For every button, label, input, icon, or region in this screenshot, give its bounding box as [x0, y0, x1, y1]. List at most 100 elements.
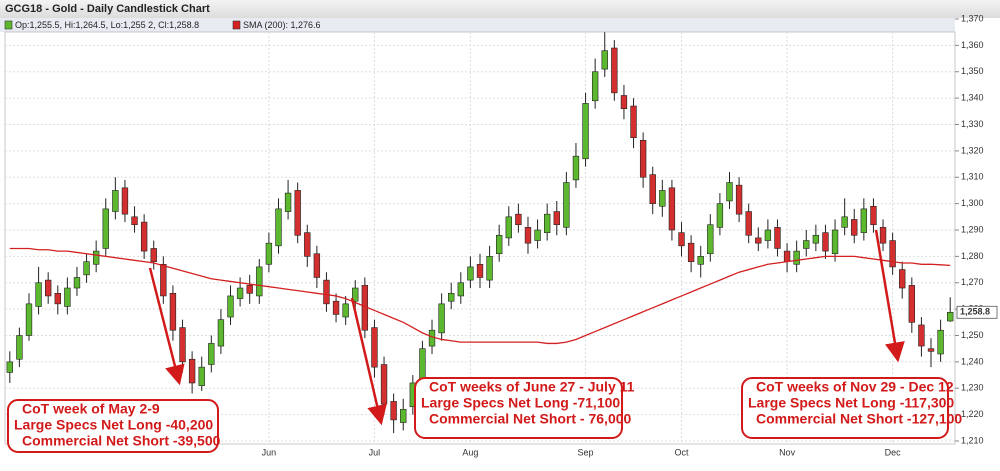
candle-body: [390, 401, 397, 421]
candle-body: [35, 282, 42, 307]
candle-body: [783, 250, 791, 262]
annotation-box: [7, 399, 219, 453]
candle-body: [841, 216, 848, 228]
candle-body: [179, 327, 186, 363]
annotation-text: CoT weeks of June 27 - July 11: [429, 379, 635, 395]
candle-body: [649, 174, 656, 204]
annotation-text: CoT week of May 2-9: [22, 401, 160, 417]
x-tick-label: Sep: [578, 447, 594, 457]
header: [0, 0, 1000, 18]
candle-body: [6, 361, 13, 373]
candle-body: [515, 213, 522, 226]
candle-body: [611, 47, 618, 94]
candle-body: [73, 277, 81, 289]
candle-body: [851, 219, 858, 236]
price-label-box: [956, 305, 998, 319]
candle-body: [140, 221, 148, 252]
candle-body: [227, 295, 234, 318]
candle-body: [764, 229, 772, 241]
y-tick-label: 1,270: [961, 277, 984, 287]
candle-body: [45, 279, 52, 297]
annotation-text: Large Specs Net Long -71,100: [421, 395, 620, 411]
candle-body: [678, 232, 685, 247]
candle-body: [448, 292, 455, 302]
x-tick-label: Jul: [369, 447, 381, 457]
y-tick-label: 1,330: [961, 119, 984, 129]
candle-body: [25, 303, 33, 336]
plot-frame: [4, 31, 956, 445]
candle-body: [323, 279, 330, 305]
x-tick-label: Oct: [675, 447, 690, 457]
candle-body: [774, 227, 781, 249]
arrow: [874, 229, 905, 363]
y-tick-label: 1,360: [961, 40, 984, 50]
sma-line: [9, 247, 951, 345]
candle-body: [246, 285, 253, 294]
candle-body: [735, 184, 743, 215]
candle-body: [927, 348, 935, 352]
candle-body: [563, 182, 570, 228]
chart-title: GCG18 - Gold - Daily Candlestick Chart: [5, 3, 210, 15]
candle-body: [745, 211, 752, 236]
candle-body: [121, 187, 129, 215]
x-tick-label: Dec: [885, 447, 902, 457]
arrow: [350, 297, 387, 426]
candle-body: [150, 248, 157, 262]
candle-body: [284, 192, 292, 212]
candle-body: [313, 253, 321, 278]
y-tick-label: 1,240: [961, 356, 984, 366]
candle-body: [400, 409, 407, 423]
candle-body: [707, 224, 714, 255]
candle-body: [64, 287, 71, 307]
y-tick-label: 1,250: [961, 330, 984, 340]
candle-body: [457, 282, 464, 297]
candle-body: [438, 303, 445, 334]
annotation-text: Commercial Net Short -39,500: [22, 433, 221, 449]
candle-body: [160, 263, 167, 297]
candle-body: [668, 187, 676, 231]
candle-body: [812, 234, 820, 244]
candle-body: [342, 303, 349, 318]
candle-body: [83, 261, 90, 276]
legend-entry: SMA (200): 1,276.6: [243, 20, 321, 30]
candle-body: [352, 287, 359, 302]
annotation-text: Large Specs Net Long -117,300: [748, 395, 954, 411]
candle-body: [294, 190, 301, 236]
annotation-text: Commercial Net Short - 76,000: [429, 411, 632, 427]
candle-body: [476, 263, 484, 278]
candle-body: [217, 319, 225, 347]
candle-body: [505, 216, 512, 239]
legend-swatch: [4, 20, 13, 30]
candle-body: [803, 240, 810, 249]
candle-body: [697, 256, 704, 265]
annotation-text: CoT weeks of Nov 29 - Dec 12: [756, 379, 954, 395]
candle-body: [879, 227, 887, 244]
candle-body: [793, 250, 800, 265]
candle-body: [332, 300, 340, 315]
candle-body: [860, 208, 868, 233]
candle-body: [371, 327, 378, 368]
candle-body: [908, 285, 915, 323]
candle-body: [265, 242, 273, 265]
candle-body: [16, 335, 23, 360]
candle-body: [582, 103, 589, 160]
legend-entry: Op:1,255.5, Hi:1,264.5, Lo:1,255 2, Cl:1…: [15, 20, 199, 30]
x-tick-label: Aug: [462, 447, 478, 457]
candle-body: [380, 364, 388, 405]
candle-body: [726, 182, 733, 202]
annotation-text: Large Specs Net Long -40,200: [14, 417, 213, 433]
candle-body: [591, 71, 599, 102]
candle-body: [428, 329, 436, 347]
candle-body: [947, 311, 954, 322]
candle-body: [467, 266, 474, 281]
candle-body: [937, 329, 944, 355]
x-tick-label: Nov: [779, 447, 796, 457]
candle-body: [102, 208, 109, 249]
candle-body: [524, 227, 532, 244]
candle-body: [630, 105, 637, 138]
arrow: [148, 267, 185, 386]
candle-body: [889, 240, 896, 268]
annotation-box: [741, 377, 949, 439]
candle-body: [92, 250, 100, 265]
